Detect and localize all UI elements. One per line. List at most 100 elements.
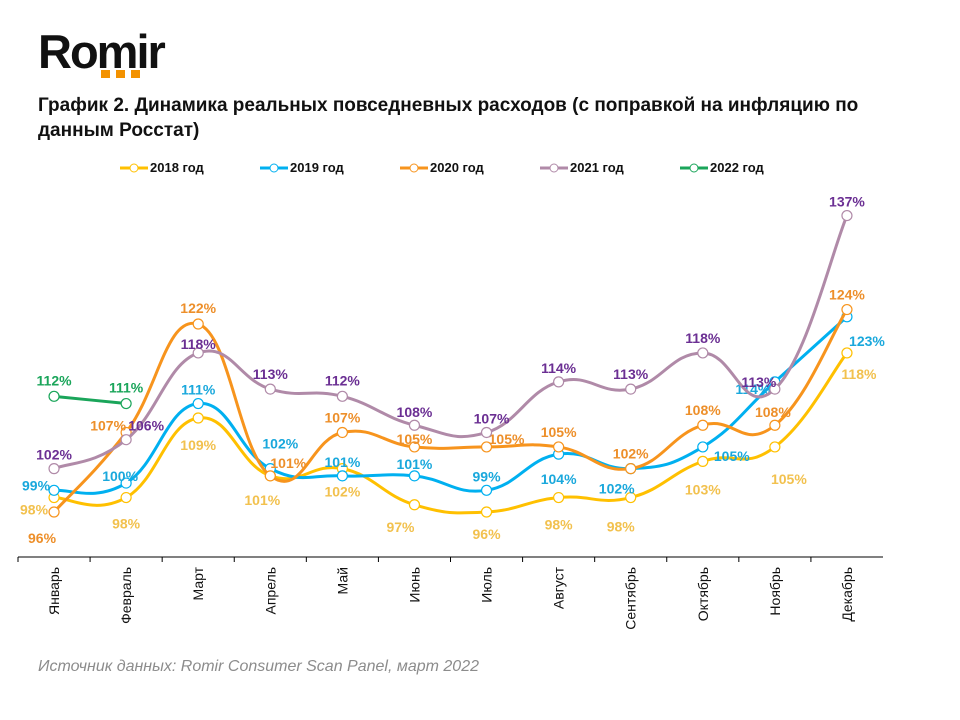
- data-label: 105%: [714, 448, 750, 464]
- x-tick-label: Май: [334, 567, 350, 594]
- legend-label: 2021 год: [570, 160, 624, 175]
- data-label: 101%: [397, 456, 433, 472]
- data-point: [48, 463, 60, 475]
- series-line: [52, 308, 849, 514]
- data-point: [841, 303, 853, 316]
- data-label: 122%: [180, 300, 216, 316]
- data-point: [192, 347, 204, 359]
- x-tick-label: Январь: [46, 567, 62, 615]
- data-label: 112%: [37, 372, 73, 388]
- data-label: 102%: [599, 481, 635, 497]
- legend-item: 2021 год: [540, 160, 624, 175]
- data-label: 99%: [473, 468, 502, 484]
- data-point: [480, 426, 493, 439]
- data-point: [408, 419, 421, 431]
- data-label: 113%: [613, 366, 649, 382]
- data-point: [336, 470, 348, 482]
- legend-item: 2022 год: [680, 160, 764, 175]
- data-point: [408, 499, 421, 511]
- data-point: [48, 390, 60, 402]
- data-point: [336, 390, 348, 402]
- data-point: [192, 412, 204, 424]
- series-2020-год: 96% 107% 122% 101% 107% 105% 105% 105% 102% 108% 1…: [28, 287, 865, 546]
- legend-label: 2019 год: [290, 160, 344, 175]
- data-point: [841, 209, 853, 222]
- x-axis: Январь Февраль Март Апрель Май Июнь Июль Август…: [17, 556, 883, 630]
- series-line: [52, 214, 849, 471]
- data-label: 114%: [735, 381, 771, 397]
- data-point: [553, 491, 565, 504]
- data-label: 108%: [397, 404, 433, 420]
- data-point: [336, 426, 348, 439]
- data-point: [120, 397, 132, 410]
- legend-line-marker-icon: [120, 163, 148, 172]
- data-point: [408, 441, 421, 453]
- data-point: [769, 419, 781, 431]
- data-point: [697, 441, 709, 453]
- data-label: 103%: [685, 481, 721, 497]
- data-label: 105%: [397, 431, 433, 447]
- romir-logo: Romir: [38, 28, 166, 75]
- x-tick-label: Июнь: [406, 567, 422, 603]
- data-label: 112%: [325, 372, 361, 388]
- data-label: 98%: [20, 502, 49, 518]
- data-label: 101%: [244, 492, 280, 508]
- data-point: [841, 347, 853, 359]
- data-point: [553, 441, 565, 453]
- data-point: [120, 434, 132, 446]
- series-2022-год: 112% 111%: [37, 372, 144, 410]
- legend-item: 2020 год: [400, 160, 484, 175]
- data-label: 118%: [181, 336, 217, 352]
- data-point: [697, 347, 709, 359]
- data-label: 105%: [771, 471, 807, 487]
- data-point: [264, 470, 276, 482]
- data-label: 108%: [685, 402, 721, 418]
- legend-line-marker-icon: [540, 163, 568, 172]
- legend-item: 2019 год: [260, 160, 344, 175]
- x-tick-label: Декабрь: [839, 567, 855, 622]
- data-label: 113%: [253, 366, 289, 382]
- data-label: 101%: [324, 454, 360, 470]
- data-point: [625, 463, 637, 475]
- data-label: 114%: [541, 360, 577, 376]
- legend-line-marker-icon: [400, 163, 428, 172]
- data-label: 98%: [545, 517, 574, 533]
- data-point: [480, 506, 493, 518]
- data-point: [120, 477, 132, 489]
- x-tick-label: Февраль: [118, 567, 134, 624]
- data-label: 101%: [270, 455, 306, 471]
- data-label: 108%: [755, 404, 791, 420]
- data-point: [553, 376, 565, 388]
- data-label: 107%: [324, 409, 360, 425]
- data-point: [192, 318, 204, 330]
- x-tick-label: Август: [551, 566, 567, 609]
- data-label: 111%: [181, 382, 216, 398]
- data-point: [625, 491, 637, 504]
- data-label: 106%: [128, 418, 164, 434]
- data-point: [697, 455, 709, 467]
- data-label: 102%: [324, 484, 360, 500]
- legend-line-marker-icon: [260, 163, 288, 172]
- data-point: [697, 419, 709, 431]
- data-point: [625, 383, 637, 395]
- data-label: 118%: [685, 330, 721, 346]
- legend-label: 2020 год: [430, 160, 484, 175]
- data-source-note: Источник данных: Romir Consumer Scan Pan…: [38, 658, 479, 675]
- data-point: [408, 470, 421, 482]
- series-line: [52, 394, 128, 406]
- data-label: 98%: [112, 516, 141, 532]
- data-label: 99%: [22, 477, 51, 493]
- legend-label: 2018 год: [150, 160, 204, 175]
- data-label: 105%: [489, 431, 525, 447]
- data-point: [120, 491, 132, 504]
- data-label: 123%: [849, 333, 885, 349]
- data-point: [48, 484, 60, 496]
- data-label: 137%: [829, 194, 865, 210]
- data-point: [192, 397, 204, 410]
- x-tick-label: Апрель: [262, 567, 278, 615]
- x-tick-label: Март: [190, 566, 206, 600]
- series-line: [52, 351, 849, 515]
- data-point: [769, 441, 781, 453]
- data-label: 102%: [262, 436, 298, 452]
- data-point: [264, 383, 276, 395]
